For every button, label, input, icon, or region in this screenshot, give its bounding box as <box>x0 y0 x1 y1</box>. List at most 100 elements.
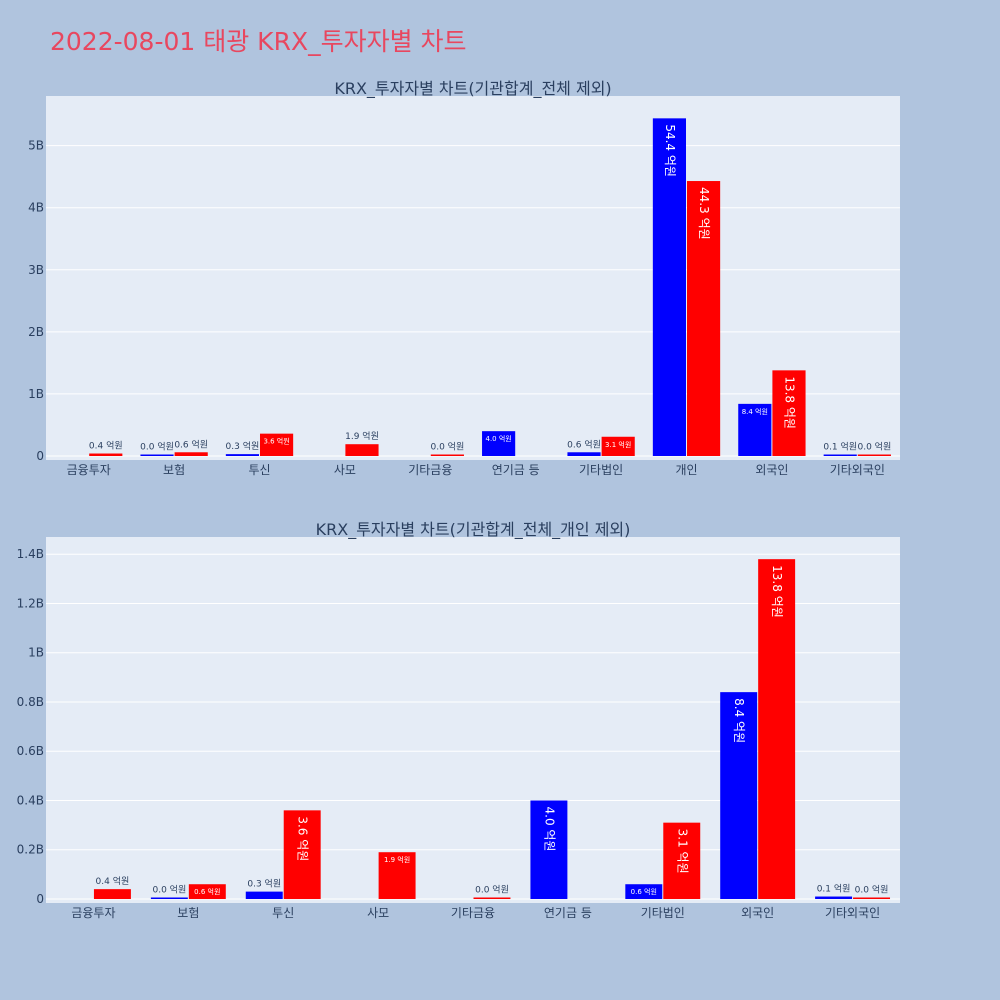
x-tick-label: 기타외국인 <box>825 906 880 920</box>
chart-top: 0 1B 2B 3B 4B 5B KRX_투자자별 차트(기관합계_전체 제외) 금융투자 0.… <box>28 79 900 477</box>
bar <box>482 431 516 456</box>
x-tick-label: 기타외국인 <box>830 463 885 477</box>
y-tick-label: 1.4B <box>17 547 44 561</box>
chart-bottom: 0 0.2B 0.4B 0.6B 0.8B 1B 1.2B 1.4B KRX_투자자별 차트(기… <box>17 520 900 920</box>
bar <box>378 852 416 899</box>
y-tick-label: 0 <box>36 449 44 463</box>
bar-data-label: 13.8 억원 <box>782 376 796 429</box>
bar <box>174 452 208 456</box>
chart-title: KRX_투자자별 차트(기관합계_전체_개인 제외) <box>316 520 631 540</box>
x-tick-label: 기타법인 <box>641 906 685 920</box>
y-tick-label: 4B <box>28 201 44 215</box>
bar-data-label: 0.6 억원 <box>631 887 657 896</box>
bar <box>140 454 174 456</box>
bar-data-label: 0.3 억원 <box>226 440 260 452</box>
bar-data-label: 0.6 억원 <box>174 438 208 450</box>
bar <box>188 884 226 899</box>
bar-data-label: 3.6 억원 <box>263 437 289 446</box>
bar-data-label: 0.0 억원 <box>431 441 465 453</box>
x-tick-label: 금융투자 <box>67 463 111 477</box>
bar-data-label: 0.4 억원 <box>89 440 123 452</box>
x-tick-label: 투신 <box>272 906 294 920</box>
y-tick-label: 2B <box>28 325 44 339</box>
bar-data-label: 44.3 억원 <box>697 187 711 240</box>
bar-data-label: 0.6 억원 <box>194 887 220 896</box>
bar-data-label: 0.0 억원 <box>140 441 174 453</box>
plot-area <box>46 537 900 903</box>
bar <box>758 559 796 899</box>
bar <box>567 452 601 456</box>
bar-data-label: 0.3 억원 <box>247 878 281 890</box>
bar <box>857 454 891 456</box>
bar-data-label: 4.0 억원 <box>542 806 556 851</box>
bar <box>430 454 464 456</box>
x-tick-label: 연기금 등 <box>492 463 540 477</box>
y-tick-label: 5B <box>28 139 44 153</box>
bar <box>283 810 321 899</box>
bar-data-label: 3.1 억원 <box>675 829 689 874</box>
x-tick-label: 사모 <box>367 906 389 920</box>
bar-data-label: 1.9 억원 <box>345 430 379 442</box>
bar <box>738 403 772 456</box>
y-tick-label: 1B <box>28 387 44 401</box>
bar <box>815 896 853 899</box>
y-tick-label: 1B <box>28 646 44 660</box>
bar-data-label: 54.4 억원 <box>663 124 677 177</box>
x-tick-label: 보험 <box>177 906 199 920</box>
bar-data-label: 8.4 억원 <box>732 698 746 743</box>
page-title: 2022-08-01 태광 KRX_투자자별 차트 <box>50 27 467 56</box>
x-tick-label: 연기금 등 <box>544 906 592 920</box>
x-tick-label: 투신 <box>248 463 270 477</box>
bar <box>853 897 891 899</box>
y-tick-label: 0.6B <box>17 744 44 758</box>
bar <box>601 436 635 456</box>
bar-data-label: 0.0 억원 <box>475 884 509 896</box>
x-tick-label: 기타법인 <box>579 463 623 477</box>
bar <box>93 889 131 899</box>
bar <box>625 884 663 899</box>
bar <box>225 454 259 456</box>
bar <box>687 181 721 456</box>
bar-data-label: 0.0 억원 <box>152 884 186 896</box>
bar-data-label: 4.0 억원 <box>485 434 511 443</box>
bar <box>345 444 379 456</box>
x-tick-label: 보험 <box>163 463 185 477</box>
bar <box>530 800 568 899</box>
bar <box>260 433 294 456</box>
bar-data-label: 0.1 억원 <box>817 883 851 895</box>
x-tick-label: 외국인 <box>741 906 774 920</box>
bar <box>663 822 701 899</box>
x-tick-label: 사모 <box>334 463 356 477</box>
bar-data-label: 0.6 억원 <box>567 438 601 450</box>
bar-data-label: 0.1 억원 <box>823 441 857 453</box>
x-tick-label: 기타금융 <box>408 463 452 477</box>
bar-data-label: 13.8 억원 <box>770 565 784 618</box>
bar-data-label: 0.4 억원 <box>96 875 130 887</box>
y-tick-label: 3B <box>28 263 44 277</box>
y-tick-label: 1.2B <box>17 596 44 610</box>
x-tick-label: 개인 <box>675 463 697 477</box>
y-tick-label: 0.2B <box>17 843 44 857</box>
x-tick-label: 외국인 <box>755 463 788 477</box>
bar <box>720 692 758 899</box>
bar <box>245 891 283 899</box>
y-tick-label: 0.8B <box>17 695 44 709</box>
bar <box>772 370 806 456</box>
y-tick-label: 0.4B <box>17 793 44 807</box>
x-tick-label: 금융투자 <box>71 906 115 920</box>
bar-data-label: 3.1 억원 <box>605 440 631 449</box>
bar <box>473 897 511 899</box>
bar-data-label: 0.0 억원 <box>855 884 889 896</box>
bar-data-label: 1.9 억원 <box>384 855 410 864</box>
bar <box>652 118 686 457</box>
bar-data-label: 0.0 억원 <box>858 441 892 453</box>
chart-title: KRX_투자자별 차트(기관합계_전체 제외) <box>334 79 611 99</box>
bar <box>89 453 123 456</box>
bar-data-label: 3.6 억원 <box>296 816 310 861</box>
bar <box>150 897 188 899</box>
x-tick-label: 기타금융 <box>451 906 495 920</box>
plot-area <box>46 96 900 460</box>
bar-data-label: 8.4 억원 <box>742 407 768 416</box>
y-tick-label: 0 <box>36 892 44 906</box>
bar <box>823 454 857 456</box>
